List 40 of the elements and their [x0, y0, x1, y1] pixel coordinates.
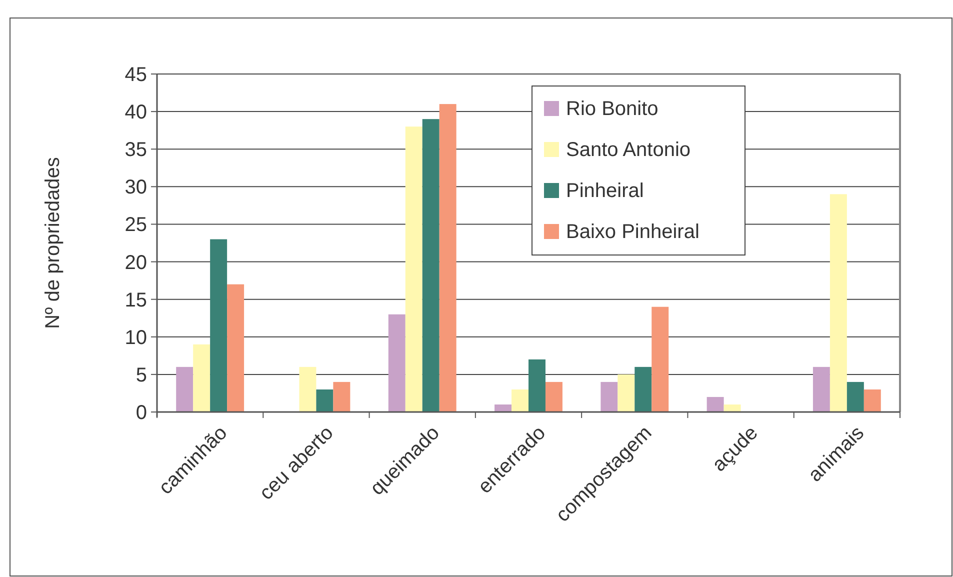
bar	[600, 382, 618, 412]
bar	[706, 396, 724, 412]
bar	[494, 404, 512, 412]
legend-label: Baixo Pinheiral	[566, 221, 700, 243]
legend-label: Rio Bonito	[566, 98, 658, 120]
y-tick-label: 40	[124, 102, 147, 124]
bar	[210, 239, 228, 412]
bar	[227, 284, 244, 412]
y-tick-label: 35	[124, 139, 147, 162]
bar	[299, 366, 316, 412]
bar	[405, 126, 422, 412]
bar	[439, 104, 456, 412]
bar	[545, 382, 562, 412]
y-axis-title: Nº de propriedades	[42, 157, 64, 329]
bar	[388, 314, 406, 412]
legend-label: Santo Antonio	[566, 139, 691, 161]
y-tick-label: 30	[124, 176, 147, 199]
y-tick-label: 5	[136, 364, 147, 386]
y-tick-label: 15	[124, 289, 147, 312]
y-tick-label: 10	[124, 326, 147, 349]
y-tick-label: 25	[124, 214, 147, 236]
bar	[724, 404, 741, 412]
bar	[812, 366, 830, 412]
bar	[512, 389, 528, 412]
bar	[652, 306, 669, 412]
legend-label: Pinheiral	[566, 180, 644, 202]
bar	[193, 344, 210, 412]
y-tick-label: 20	[124, 252, 147, 274]
bar	[528, 359, 546, 412]
bar	[864, 389, 881, 412]
bar	[333, 382, 350, 412]
bar	[830, 194, 847, 412]
bar	[176, 366, 194, 412]
bar	[846, 382, 864, 412]
y-tick-label: 0	[136, 402, 147, 424]
y-tick-label: 45	[124, 64, 147, 86]
bar	[618, 374, 635, 412]
bar	[634, 366, 652, 412]
bar	[316, 389, 334, 412]
bar	[422, 119, 440, 412]
